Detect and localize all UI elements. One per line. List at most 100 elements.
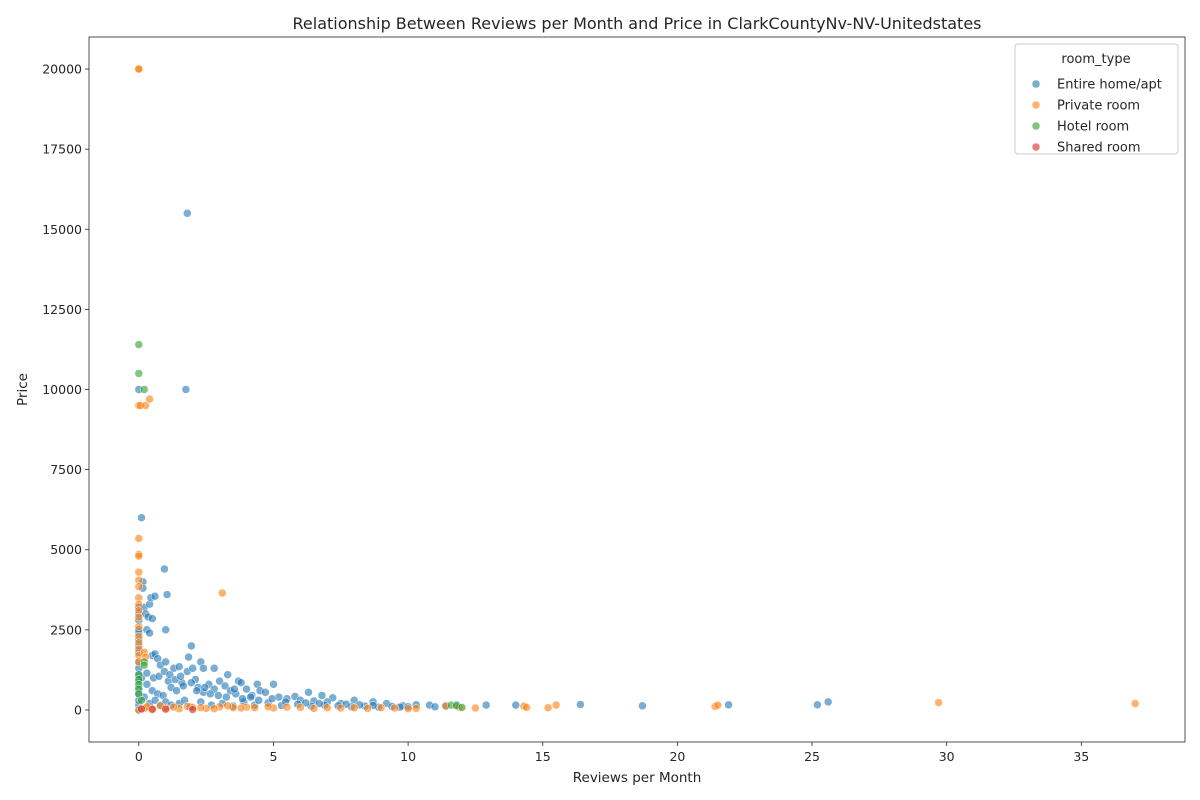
data-point-0-134 bbox=[176, 672, 185, 681]
data-point-3-2 bbox=[161, 704, 170, 714]
data-point-1-4 bbox=[141, 401, 150, 410]
legend-items: Entire home/apt Private room Hotel room Sha… bbox=[1031, 78, 1162, 156]
data-point-2-2 bbox=[139, 385, 149, 394]
data-point-0-64 bbox=[511, 700, 521, 710]
data-point-2-13 bbox=[457, 703, 467, 712]
data-point-0-47 bbox=[223, 670, 232, 679]
data-point-1-55 bbox=[169, 702, 179, 712]
data-point-0-18 bbox=[137, 513, 146, 522]
data-point-3-3 bbox=[188, 705, 197, 714]
data-point-2-10 bbox=[137, 696, 146, 705]
y-tick-label-8: 20000 bbox=[42, 62, 82, 77]
x-tick-label-5: 25 bbox=[804, 749, 820, 764]
legend-label-0: Entire home/apt bbox=[1057, 78, 1162, 93]
data-point-1-41 bbox=[411, 704, 421, 713]
x-tick-label-1: 5 bbox=[269, 749, 277, 764]
data-point-1-48 bbox=[551, 700, 561, 710]
data-point-0-29 bbox=[150, 591, 160, 601]
data-point-0-60 bbox=[430, 702, 440, 712]
data-point-1-66 bbox=[390, 703, 399, 713]
legend-label-2: Hotel room bbox=[1057, 120, 1129, 135]
data-point-0-145 bbox=[254, 696, 263, 705]
data-point-0-138 bbox=[200, 683, 210, 692]
x-tick-label-0: 0 bbox=[135, 749, 143, 764]
legend-label-3: Shared room bbox=[1057, 141, 1141, 156]
data-point-0-68 bbox=[813, 700, 822, 710]
data-point-0-89 bbox=[236, 678, 246, 687]
legend-marker-1 bbox=[1031, 100, 1041, 110]
y-tick-label-3: 7500 bbox=[50, 462, 82, 477]
data-point-0-149 bbox=[314, 699, 324, 708]
data-point-0-103 bbox=[150, 696, 160, 705]
x-tick-label-3: 15 bbox=[535, 749, 551, 764]
data-point-0-43 bbox=[187, 641, 196, 651]
data-point-1-9 bbox=[134, 567, 144, 577]
data-point-1-50 bbox=[713, 700, 723, 710]
legend-title: room_type bbox=[1061, 52, 1130, 67]
data-point-1-24 bbox=[218, 588, 227, 598]
data-point-0-28 bbox=[148, 614, 157, 623]
legend-label-1: Private room bbox=[1057, 99, 1140, 114]
data-point-0-69 bbox=[823, 697, 833, 707]
legend-marker-0 bbox=[1031, 79, 1041, 89]
data-point-0-86 bbox=[220, 681, 230, 691]
data-point-0-27 bbox=[145, 628, 154, 638]
data-point-0-66 bbox=[638, 701, 647, 711]
y-axis-label: Price bbox=[15, 373, 31, 406]
x-axis-ticks: 0 5 10 15 20 25 30 35 bbox=[135, 742, 1089, 764]
data-point-0-70 bbox=[142, 680, 152, 689]
data-point-2-4 bbox=[139, 660, 149, 670]
data-point-0-140 bbox=[214, 691, 223, 700]
data-point-0-37 bbox=[161, 625, 170, 635]
y-tick-label-4: 10000 bbox=[42, 382, 82, 397]
data-point-0-142 bbox=[230, 684, 239, 694]
data-point-0-65 bbox=[576, 700, 585, 709]
data-point-1-58 bbox=[209, 704, 219, 713]
data-point-1-59 bbox=[223, 701, 232, 711]
data-point-0-63 bbox=[481, 700, 491, 710]
data-point-1-64 bbox=[309, 704, 319, 713]
data-point-0-51 bbox=[304, 688, 313, 697]
data-point-0-76 bbox=[172, 686, 181, 695]
y-tick-label-0: 0 bbox=[74, 702, 82, 717]
data-point-0-132 bbox=[165, 670, 175, 679]
data-point-1-39 bbox=[363, 704, 372, 713]
data-point-0-35 bbox=[160, 564, 169, 574]
data-point-0-46 bbox=[209, 664, 219, 673]
y-tick-label-2: 5000 bbox=[50, 542, 82, 557]
x-tick-label-7: 35 bbox=[1073, 749, 1089, 764]
data-point-3-1 bbox=[148, 705, 157, 714]
data-point-0-42 bbox=[184, 652, 193, 662]
data-point-1-40 bbox=[376, 703, 386, 712]
data-point-0-135 bbox=[179, 681, 188, 691]
data-point-1-8 bbox=[134, 551, 144, 561]
y-axis-ticks: 0 2500 5000 7500 10000 12500 15000 17500 20000 bbox=[42, 62, 89, 717]
data-point-0-41 bbox=[181, 385, 191, 394]
data-point-1-38 bbox=[336, 703, 346, 713]
data-point-1-44 bbox=[471, 703, 480, 713]
x-tick-label-2: 10 bbox=[400, 749, 416, 764]
data-point-1-15 bbox=[134, 612, 144, 622]
x-tick-label-4: 20 bbox=[669, 749, 685, 764]
data-point-2-0 bbox=[134, 340, 144, 349]
data-point-0-128 bbox=[142, 668, 152, 678]
data-point-0-85 bbox=[215, 676, 224, 686]
data-point-0-146 bbox=[267, 694, 277, 703]
data-point-0-52 bbox=[317, 691, 327, 700]
data-point-0-36 bbox=[162, 590, 172, 599]
legend-marker-3 bbox=[1031, 142, 1041, 152]
data-point-1-36 bbox=[296, 703, 305, 712]
data-point-1-61 bbox=[250, 703, 259, 712]
x-tick-label-6: 30 bbox=[939, 749, 955, 764]
data-point-0-139 bbox=[205, 689, 215, 699]
data-point-0-130 bbox=[154, 672, 164, 681]
data-point-0-137 bbox=[192, 686, 201, 695]
data-point-1-11 bbox=[134, 582, 144, 591]
y-tick-label-7: 17500 bbox=[42, 142, 82, 157]
data-point-0-45 bbox=[199, 664, 208, 673]
data-point-1-16 bbox=[134, 622, 144, 631]
data-point-1-65 bbox=[349, 703, 359, 712]
data-point-0-39 bbox=[174, 662, 184, 671]
data-point-0-90 bbox=[242, 684, 251, 694]
data-point-1-1 bbox=[134, 64, 144, 74]
